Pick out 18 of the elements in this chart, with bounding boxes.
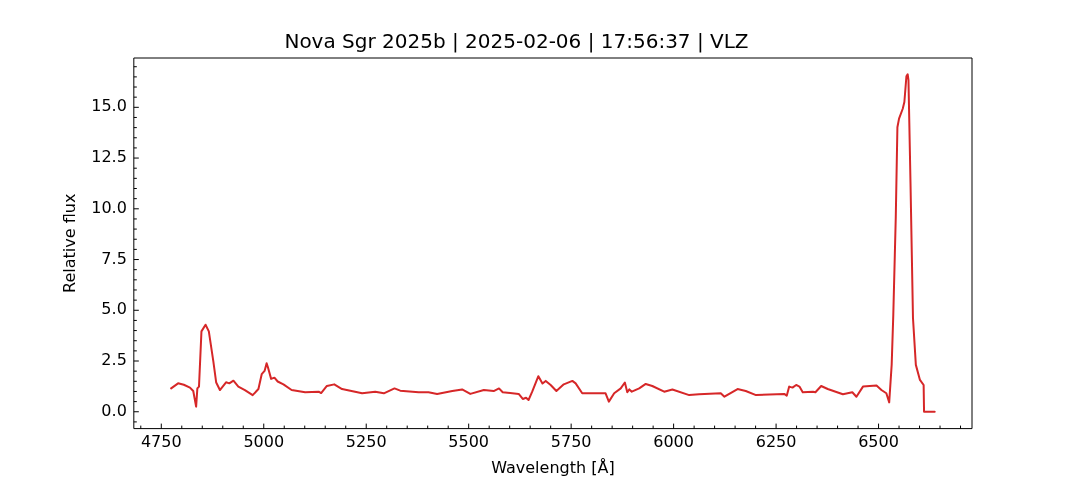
y-tick-label: 12.5 bbox=[91, 147, 127, 167]
x-tick-label: 5500 bbox=[448, 432, 490, 452]
x-tick-label: 5250 bbox=[345, 432, 387, 452]
y-axis-title: Relative flux bbox=[59, 193, 79, 293]
x-tick-label: 5750 bbox=[550, 432, 592, 452]
y-tick-label: 7.5 bbox=[101, 248, 127, 268]
y-tick-label: 2.5 bbox=[101, 350, 127, 370]
y-tick-label: 5.0 bbox=[101, 299, 127, 319]
chart-title: Nova Sgr 2025b | 2025-02-06 | 17:56:37 | VLZ bbox=[284, 29, 749, 54]
y-tick-label: 15.0 bbox=[91, 96, 127, 116]
x-tick-label: 5000 bbox=[243, 432, 285, 452]
y-tick-label: 0.0 bbox=[101, 400, 127, 420]
x-tick-label: 6500 bbox=[858, 432, 899, 452]
y-tick-label: 10.0 bbox=[91, 197, 127, 217]
x-tick-label: 6250 bbox=[755, 432, 797, 452]
x-axis-title: Wavelength [Å] bbox=[491, 457, 615, 477]
x-tick-label: 4750 bbox=[140, 432, 182, 452]
x-tick-label: 6000 bbox=[653, 432, 694, 452]
